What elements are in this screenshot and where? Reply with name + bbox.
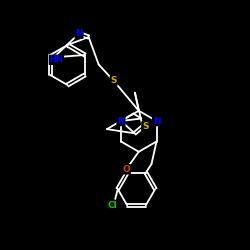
Text: S: S [110, 76, 117, 85]
Text: S: S [142, 122, 148, 131]
Text: Cl: Cl [108, 201, 118, 210]
Text: N: N [75, 29, 83, 38]
Text: N: N [153, 116, 160, 126]
Text: O: O [122, 165, 130, 174]
Text: N: N [117, 116, 125, 126]
Text: HN: HN [50, 55, 63, 64]
